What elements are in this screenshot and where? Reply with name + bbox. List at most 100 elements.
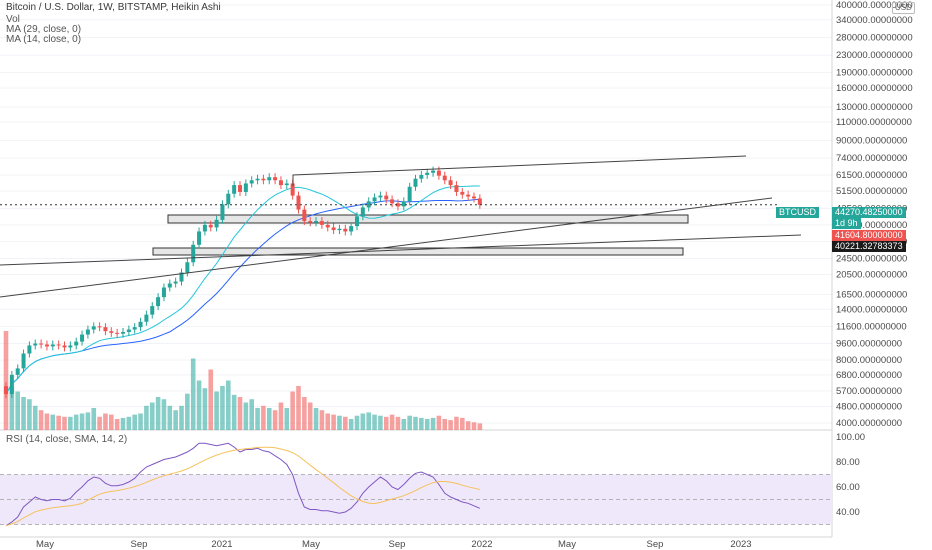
volume-bar [9,386,15,430]
volume-bar [15,391,20,430]
price-tick-label: 6800.00000000 [836,370,902,381]
volume-legend: Vol [6,14,20,25]
rising-trendline [0,197,773,298]
time-tick-label: 2021 [211,539,232,550]
time-tick-label: Sep [131,539,148,550]
volume-bar [190,358,196,430]
axes: 4000.00000000 4800.00000000 5700.00000000 6… [36,0,913,550]
candle [425,172,430,175]
volume-bar [307,402,313,430]
volume-bar [407,415,412,430]
time-tick-label: May [558,539,576,550]
support-zone-lower [152,247,684,256]
price-tick-label: 230000.00000000 [836,50,913,61]
candle [232,185,237,194]
candle [185,262,190,273]
candle [62,345,67,348]
price-tick-label: 5700.00000000 [836,386,902,397]
candle [308,221,313,223]
volume-bar [266,408,272,430]
volume-bar [372,414,377,430]
currency-button[interactable]: USD [892,2,915,14]
volume-bar [97,416,102,430]
candle [97,326,102,328]
price-tick-label: 11600.00000000 [836,321,907,332]
candle [436,170,441,176]
last-price-label: 44270.48250000 [832,207,906,218]
upper-channel-line [292,155,747,186]
candle [384,195,389,200]
candle [454,185,459,192]
candle [267,177,272,181]
volume-bar [383,416,389,430]
candle [4,386,8,395]
volume-bar [343,416,348,430]
candle [278,180,283,186]
rsi-sma-line [5,446,480,527]
price-tick-label: 35500.00000000 [836,220,907,231]
price-tick-label: 9600.00000000 [836,339,902,350]
price-tick-label: 110000.00000000 [836,117,912,128]
rsi-line [5,442,480,527]
volume-bar [56,415,61,430]
candle [103,327,108,332]
time-tick-label: May [36,539,54,550]
price-tick-label: 24500.00000000 [836,253,907,264]
candle [360,207,365,217]
volume-bar [243,402,249,430]
price-label-red: 41604.80000000 [832,230,906,241]
candle [337,228,342,231]
candle [85,329,90,335]
price-tick-label: 340000.00000000 [836,15,913,26]
ma14-line [5,185,480,395]
rsi-tick-label: 100.00 [836,432,865,443]
volume-bar [132,414,137,430]
candle [202,224,207,232]
candle [284,183,289,186]
volume-bar [348,419,354,430]
candle [226,193,231,205]
candle [273,177,278,181]
candle [395,203,400,207]
candle [214,219,219,228]
candle [80,334,85,342]
candle [21,353,26,369]
candle [413,178,418,187]
price-tick-label: 61500.00000000 [836,170,907,181]
candle [325,224,330,228]
price-tick-label: 4000.00000000 [836,418,902,429]
time-tick-label: Sep [389,539,406,550]
candle [191,244,196,263]
ma29-line [5,198,480,395]
candle [296,195,301,210]
volume-bar [79,413,85,430]
candle [33,343,38,346]
candle [419,174,424,179]
candle [15,368,20,375]
volume-bar [360,413,366,430]
volume-bar [202,388,208,430]
candle [366,201,371,208]
volume-bars [3,331,483,430]
volume-bar [378,415,383,430]
price-tick-label: 74000.00000000 [836,153,907,164]
time-tick-label: 2023 [730,539,751,550]
volume-bar [284,408,290,430]
candle [121,332,125,334]
candle [109,331,114,333]
price-tick-label: 16500.00000000 [836,289,907,300]
candle [220,204,225,220]
volume-bar [179,405,184,430]
price-tick-label: 130000.00000000 [836,102,913,113]
volume-bar [208,369,214,430]
candle [179,272,184,282]
price-tick-label: 14000.00000000 [836,304,907,315]
candle [44,344,49,347]
candle [91,326,96,330]
volume-bar [173,410,178,430]
volume-bar [419,417,424,430]
volume-bar [85,412,91,430]
candle [50,344,55,347]
volume-bar [389,414,395,430]
